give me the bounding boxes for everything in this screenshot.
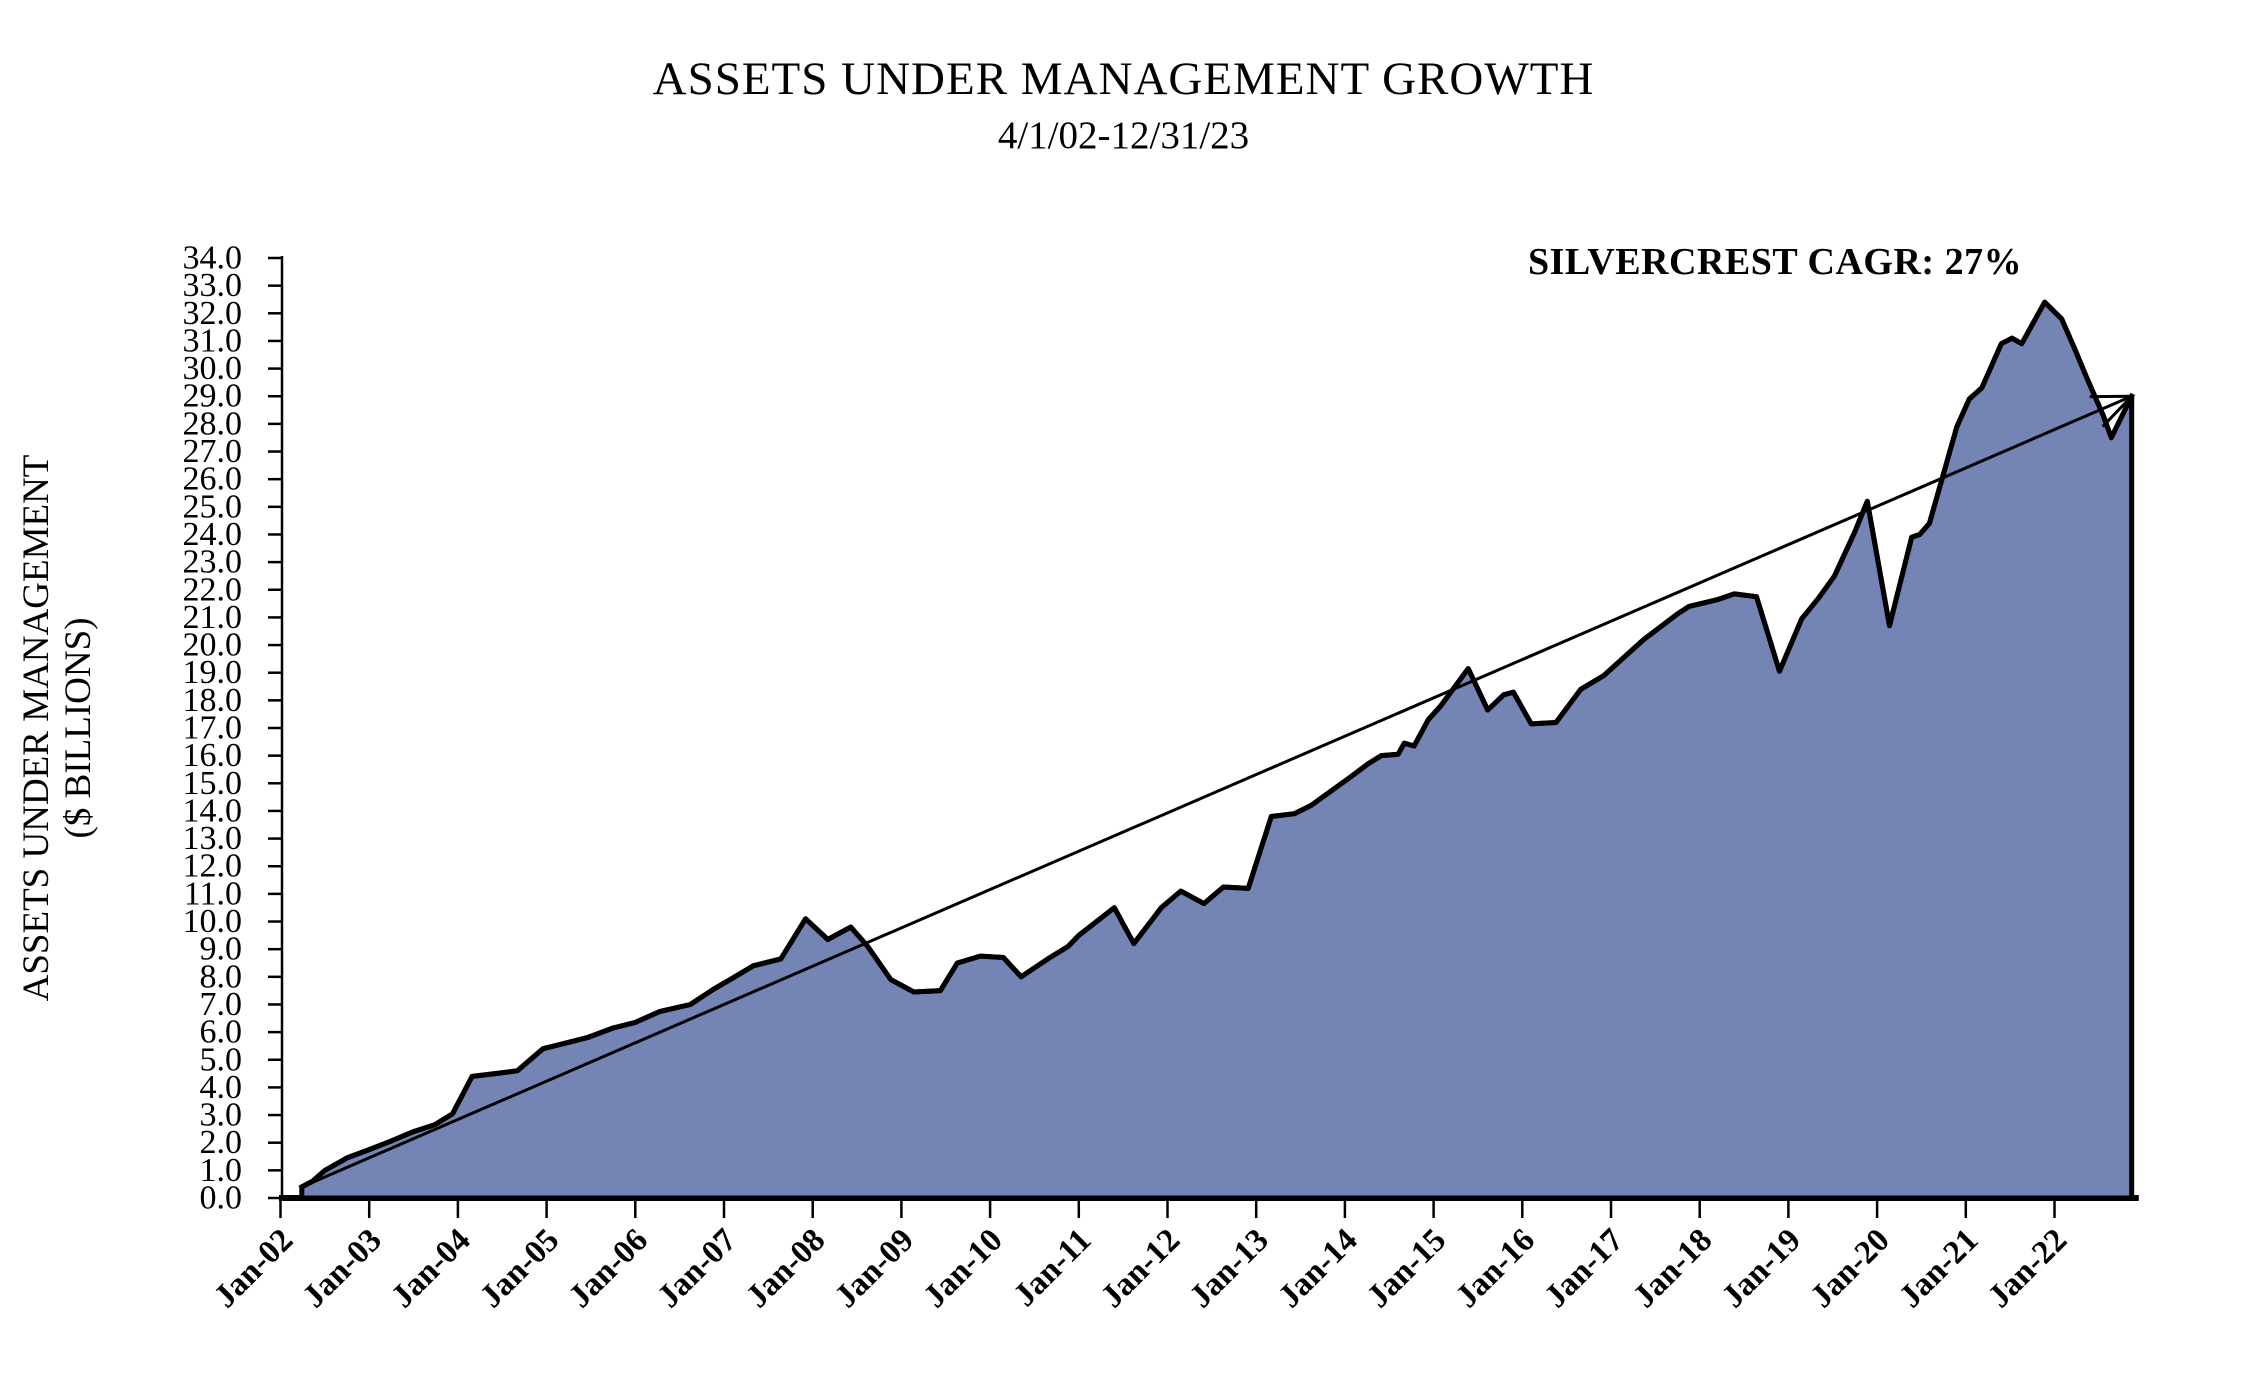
x-tick-label: Jan-04 [385,1222,478,1315]
y-axis-title: ASSETS UNDER MANAGEMENT($ BILLIONS) [16,455,99,1002]
tick-marks-group [268,256,2056,1218]
y-tick-label: 5.0 [200,1041,243,1078]
y-tick-label: 15.0 [183,765,243,802]
y-tick-label: 16.0 [183,737,243,774]
x-tick-label: Jan-12 [1094,1222,1187,1315]
y-axis-title-text: ASSETS UNDER MANAGEMENT($ BILLIONS) [16,455,99,1002]
y-tick-label: 12.0 [183,848,243,885]
x-tick-label: Jan-19 [1715,1222,1808,1315]
y-tick-label: 21.0 [183,599,243,636]
x-axis-tick-labels: Jan-02Jan-03Jan-04Jan-05Jan-06Jan-07Jan-… [207,1222,2074,1315]
y-tick-label: 31.0 [183,322,243,359]
x-tick-label: Jan-15 [1360,1222,1453,1315]
y-tick-label: 11.0 [184,875,242,912]
x-tick-label: Jan-18 [1626,1222,1719,1315]
y-tick-label: 27.0 [183,433,243,470]
x-tick-label: Jan-17 [1538,1222,1631,1315]
y-tick-label: 3.0 [200,1097,243,1134]
x-tick-label: Jan-16 [1449,1222,1542,1315]
y-tick-label: 7.0 [200,986,243,1023]
y-tick-label: 23.0 [183,544,243,581]
x-tick-label: Jan-03 [296,1222,389,1315]
aum-area-fill [299,299,2135,1201]
y-tick-label: 22.0 [183,571,243,608]
y-tick-label: 19.0 [183,654,243,691]
cagr-trend-line [301,394,2133,1189]
y-tick-label: 10.0 [183,903,243,940]
x-tick-label: Jan-21 [1893,1222,1986,1315]
x-tick-label: Jan-07 [651,1222,744,1315]
x-tick-label: Jan-02 [207,1222,300,1315]
y-tick-label: 2.0 [200,1124,243,1161]
y-tick-label: 30.0 [183,350,243,387]
y-axis-tick-labels: 0.01.02.03.04.05.06.07.08.09.010.011.012… [183,240,243,1217]
y-tick-label: 6.0 [200,1014,243,1051]
x-tick-label: Jan-13 [1183,1222,1276,1315]
page-subtitle: 4/1/02-12/31/23 [997,114,1250,157]
y-tick-label: 1.0 [200,1152,243,1189]
y-tick-label: 13.0 [183,820,243,857]
x-tick-label: Jan-09 [828,1222,921,1315]
y-tick-label: 0.0 [200,1180,243,1217]
x-tick-label: Jan-20 [1804,1222,1897,1315]
y-tick-label: 17.0 [183,710,243,747]
x-tick-label: Jan-08 [739,1222,832,1315]
y-tick-label: 8.0 [200,958,243,995]
x-tick-label: Jan-14 [1272,1222,1365,1315]
y-tick-label: 32.0 [183,295,243,332]
y-tick-label: 33.0 [183,267,243,304]
y-tick-label: 28.0 [183,405,243,442]
cagr-annotation: SILVERCREST CAGR: 27% [1528,241,2023,283]
y-tick-label: 4.0 [200,1069,243,1106]
x-tick-label: Jan-06 [562,1222,655,1315]
area-series-group [299,299,2135,1201]
series-outline-group [298,299,2136,1191]
y-tick-label: 25.0 [183,488,243,525]
page-title: ASSETS UNDER MANAGEMENT GROWTH [652,53,1595,105]
y-tick-label: 18.0 [183,682,243,719]
x-tick-label: Jan-10 [917,1222,1010,1315]
y-tick-label: 29.0 [183,378,243,415]
x-tick-label: Jan-11 [1007,1222,1099,1314]
y-tick-label: 9.0 [200,931,243,968]
y-tick-label: 26.0 [183,461,243,498]
y-tick-label: 24.0 [183,516,243,553]
y-tick-label: 20.0 [183,627,243,664]
x-tick-label: Jan-05 [473,1222,566,1315]
aum-series-outline [298,299,2136,1191]
x-tick-label: Jan-22 [1981,1222,2074,1315]
y-tick-label: 34.0 [183,240,243,277]
y-tick-label: 14.0 [183,792,243,829]
